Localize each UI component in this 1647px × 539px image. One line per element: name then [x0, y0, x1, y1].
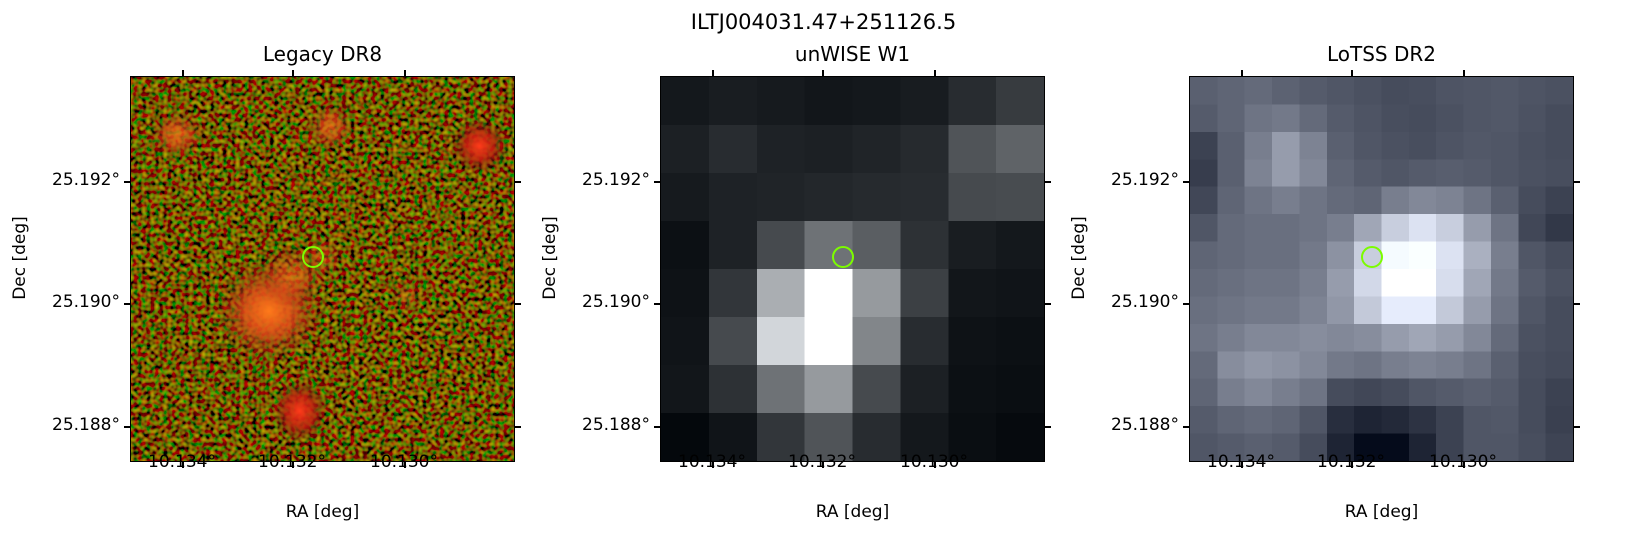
x-tick-mark [712, 462, 714, 468]
x-tick-label: 10.130° [900, 452, 968, 472]
x-tick-mark [182, 70, 184, 76]
y-tick-label: 25.190° [52, 292, 120, 312]
y-tick-mark [1183, 426, 1189, 428]
x-axis-label: RA [deg] [285, 502, 360, 522]
y-tick-mark [1045, 303, 1051, 305]
x-tick-mark [712, 70, 714, 76]
x-tick-mark [292, 462, 294, 468]
y-tick-mark [1183, 303, 1189, 305]
y-axis-label: Dec [deg] [1068, 216, 1089, 300]
y-tick-label: 25.190° [1111, 292, 1179, 312]
y-tick-label: 25.192° [1111, 170, 1179, 190]
y-tick-label: 25.190° [582, 292, 650, 312]
x-tick-mark [1241, 70, 1243, 76]
source-marker [302, 246, 324, 268]
y-tick-mark [1574, 181, 1580, 183]
y-tick-label: 25.188° [1111, 415, 1179, 435]
y-tick-mark [1574, 303, 1580, 305]
x-tick-mark [404, 70, 406, 76]
y-tick-label: 25.188° [52, 415, 120, 435]
x-axis-label: RA [deg] [1344, 502, 1419, 522]
y-tick-mark [654, 426, 660, 428]
y-tick-mark [654, 181, 660, 183]
x-tick-label: 10.134° [148, 452, 216, 472]
y-tick-mark [515, 303, 521, 305]
lotss-dr2-image [1190, 77, 1573, 461]
x-tick-label: 10.130° [370, 452, 438, 472]
y-tick-mark [1183, 181, 1189, 183]
y-tick-mark [1045, 181, 1051, 183]
x-tick-mark [934, 70, 936, 76]
x-axis-label: RA [deg] [815, 502, 890, 522]
y-tick-mark [124, 303, 130, 305]
panel-title-legacy: Legacy DR8 [262, 42, 383, 66]
unwise-image-panel [660, 76, 1045, 462]
y-tick-mark [1045, 426, 1051, 428]
x-tick-mark [1351, 70, 1353, 76]
y-tick-label: 25.188° [582, 415, 650, 435]
x-tick-mark [822, 462, 824, 468]
y-axis-label: Dec [deg] [9, 216, 30, 300]
y-tick-mark [124, 426, 130, 428]
x-tick-label: 10.130° [1429, 452, 1497, 472]
y-tick-mark [1574, 426, 1580, 428]
legacy-rgb-image [131, 77, 514, 461]
x-tick-mark [934, 462, 936, 468]
x-tick-label: 10.132° [1317, 452, 1385, 472]
lotss-image-panel [1189, 76, 1574, 462]
x-tick-mark [292, 70, 294, 76]
panel-title-lotss: LoTSS DR2 [1326, 42, 1436, 66]
legacy-image-panel [130, 76, 515, 462]
x-tick-label: 10.132° [258, 452, 326, 472]
unwise-w1-image [661, 77, 1044, 461]
y-tick-mark [654, 303, 660, 305]
y-tick-label: 25.192° [52, 170, 120, 190]
y-tick-mark [515, 426, 521, 428]
panel-title-unwise: unWISE W1 [794, 42, 911, 66]
x-tick-mark [822, 70, 824, 76]
y-axis-label: Dec [deg] [539, 216, 560, 300]
y-tick-mark [515, 181, 521, 183]
figure-title: ILTJ004031.47+251126.5 [690, 10, 957, 34]
x-tick-label: 10.134° [678, 452, 746, 472]
x-tick-mark [1463, 70, 1465, 76]
x-tick-label: 10.134° [1207, 452, 1275, 472]
x-tick-mark [1463, 462, 1465, 468]
x-tick-mark [404, 462, 406, 468]
x-tick-mark [182, 462, 184, 468]
x-tick-label: 10.132° [788, 452, 856, 472]
source-marker [832, 246, 854, 268]
y-tick-mark [124, 181, 130, 183]
source-marker [1361, 246, 1383, 268]
x-tick-mark [1241, 462, 1243, 468]
x-tick-mark [1351, 462, 1353, 468]
y-tick-label: 25.192° [582, 170, 650, 190]
